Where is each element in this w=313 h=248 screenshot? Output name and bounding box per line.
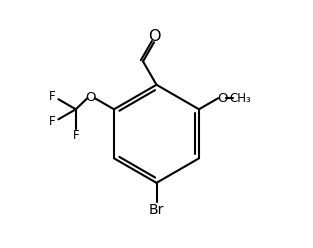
Text: O: O [218,92,228,104]
Text: F: F [49,115,56,128]
Text: O: O [149,30,161,44]
Text: F: F [73,129,79,142]
Text: Br: Br [149,203,164,217]
Text: CH₃: CH₃ [229,92,251,105]
Text: F: F [49,90,56,103]
Text: O: O [85,91,95,104]
